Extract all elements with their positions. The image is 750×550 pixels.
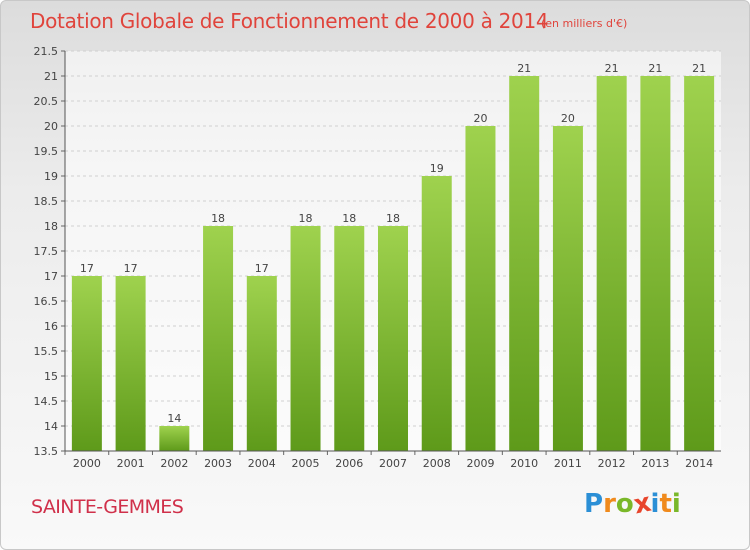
- bar-2000: [71, 276, 102, 451]
- y-tick-label: 13.5: [34, 445, 59, 458]
- commune-name: SAINTE-GEMMES: [31, 496, 184, 518]
- data-label-2004: 17: [255, 262, 269, 275]
- bar-2013: [640, 76, 671, 451]
- y-tick-label: 15: [44, 370, 58, 383]
- data-label-2009: 20: [473, 112, 487, 125]
- x-tick-label-2000: 2000: [73, 457, 101, 470]
- logo-letter: P: [584, 489, 604, 519]
- y-tick-label: 17.5: [34, 245, 59, 258]
- data-label-2014: 21: [692, 62, 706, 75]
- x-tick-label-2011: 2011: [554, 457, 582, 470]
- x-tick-label-2008: 2008: [423, 457, 451, 470]
- bar-2003: [203, 226, 234, 451]
- y-tick-label: 18.5: [34, 195, 59, 208]
- x-tick-label-2007: 2007: [379, 457, 407, 470]
- y-tick-label: 14: [44, 420, 58, 433]
- data-label-2011: 20: [561, 112, 575, 125]
- logo-letter: r: [603, 489, 616, 519]
- x-tick-label-2003: 2003: [204, 457, 232, 470]
- y-tick-label: 21.5: [34, 45, 59, 58]
- bar-2010: [509, 76, 540, 451]
- x-tick-label-2006: 2006: [335, 457, 363, 470]
- bar-2012: [596, 76, 627, 451]
- chart-subtitle: (en milliers d'€): [541, 17, 628, 30]
- logo-letter: i: [650, 489, 660, 519]
- x-tick-label-2001: 2001: [117, 457, 145, 470]
- x-tick-label-2009: 2009: [466, 457, 494, 470]
- x-tick-label-2002: 2002: [160, 457, 188, 470]
- data-label-2007: 18: [386, 212, 400, 225]
- x-tick-label-2004: 2004: [248, 457, 276, 470]
- bar-2007: [378, 226, 408, 451]
- y-tick-label: 21: [44, 70, 58, 83]
- y-tick-label: 16.5: [34, 295, 59, 308]
- y-tick-label: 18: [44, 220, 58, 233]
- x-tick-label-2012: 2012: [598, 457, 626, 470]
- y-tick-label: 19.5: [34, 145, 59, 158]
- x-tick-label-2005: 2005: [292, 457, 320, 470]
- x-tick-label-2010: 2010: [510, 457, 538, 470]
- bar-2014: [684, 76, 715, 451]
- chart-title: Dotation Globale de Fonctionnement de 20…: [30, 9, 549, 33]
- logo-letter: i: [671, 489, 681, 519]
- x-tick-label-2014: 2014: [685, 457, 713, 470]
- data-label-2006: 18: [342, 212, 356, 225]
- data-label-2001: 17: [124, 262, 138, 275]
- bars: 17 17 14 18 17 18 18 18 19 20 21 20 21 21 21: [71, 62, 715, 451]
- bar-2008: [421, 176, 452, 451]
- y-tick-label: 20.5: [34, 95, 59, 108]
- y-tick-label: 19: [44, 170, 58, 183]
- data-label-2010: 21: [517, 62, 531, 75]
- bar-2004: [246, 276, 277, 451]
- bar-2009: [465, 126, 496, 451]
- y-tick-label: 16: [44, 320, 58, 333]
- proxiti-logo: Proxiti: [584, 488, 681, 521]
- data-label-2013: 21: [648, 62, 662, 75]
- y-axis: 13.5 14 14.5 15 15.5 16 16.5 17 17.5 18 18.5 19 19.5…: [34, 45, 66, 458]
- data-label-2012: 21: [605, 62, 619, 75]
- bar-2005: [290, 226, 321, 451]
- bar-2002: [159, 426, 190, 451]
- x-tick-label-2013: 2013: [641, 457, 669, 470]
- y-tick-label: 15.5: [34, 345, 59, 358]
- bar-2006: [334, 226, 365, 451]
- data-label-2003: 18: [211, 212, 225, 225]
- y-tick-label: 14.5: [34, 395, 59, 408]
- data-label-2002: 14: [167, 412, 181, 425]
- data-label-2000: 17: [80, 262, 94, 275]
- logo-letter: t: [659, 489, 672, 519]
- y-tick-label: 17: [44, 270, 58, 283]
- bar-2001: [115, 276, 146, 451]
- logo-letter: o: [615, 489, 634, 519]
- data-label-2008: 19: [430, 162, 444, 175]
- y-tick-label: 20: [44, 120, 58, 133]
- x-axis: 2000 2001 2002 2003 2004 2005 2006 2007 2008 2009…: [64, 450, 721, 470]
- bar-2011: [552, 126, 583, 451]
- data-label-2005: 18: [299, 212, 313, 225]
